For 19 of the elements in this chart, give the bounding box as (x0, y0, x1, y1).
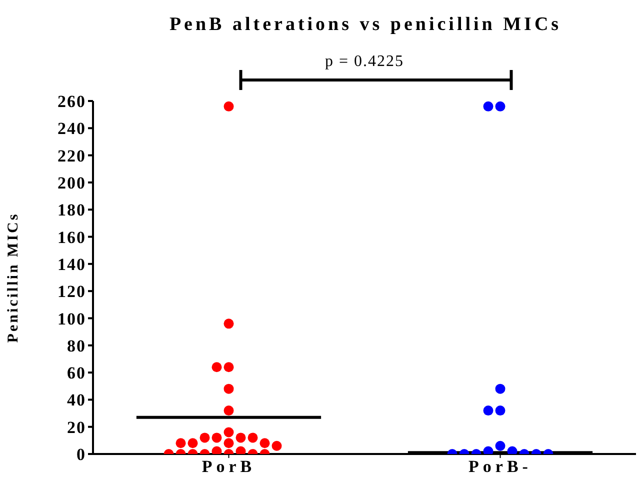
y-tick-label: 0 (76, 445, 86, 464)
y-tick-label: 160 (58, 228, 86, 247)
chart-title: PenB alterations vs penicillin MICs (168, 14, 563, 36)
y-tick-label: 40 (67, 390, 86, 410)
y-tick-label: 140 (58, 254, 86, 274)
y-tick-label: 60 (67, 364, 86, 383)
y-axis-title: Penicillin MICs (5, 212, 22, 343)
y-tick-label: 80 (67, 336, 86, 356)
y-tick-label: 200 (58, 173, 86, 192)
y-tick-label: 100 (58, 309, 86, 328)
y-tick-label: 180 (58, 200, 86, 220)
text: p = 0.4225 (324, 53, 404, 70)
y-tick-label: 220 (58, 146, 86, 166)
y-tick-label: 120 (58, 282, 86, 302)
y-tick-label: 260 (58, 92, 86, 112)
x-tick-label: PorB- (468, 457, 532, 476)
x-tick-label: PorB (202, 457, 256, 476)
y-tick-label: 20 (67, 418, 86, 437)
y-tick-label: 240 (58, 119, 86, 138)
